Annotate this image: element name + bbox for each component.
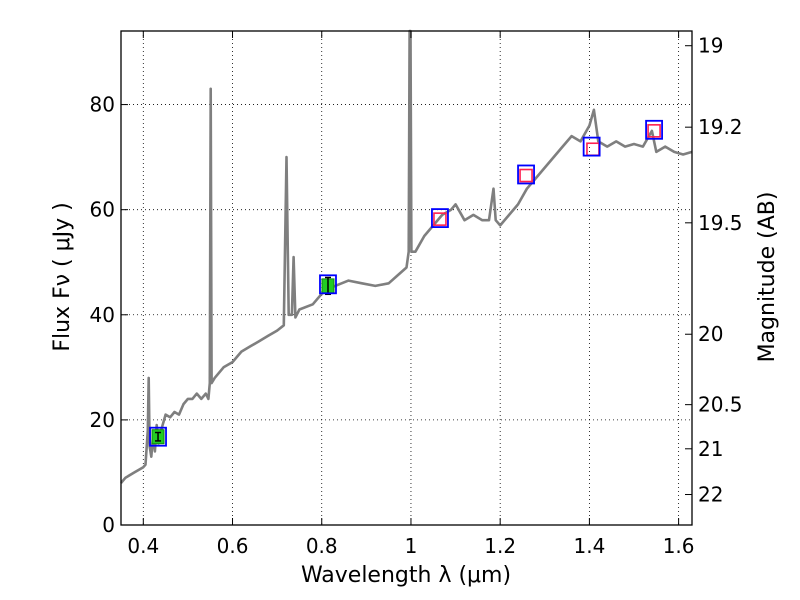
predicted-point	[519, 168, 533, 183]
x-tick-label: 0.4	[127, 534, 159, 558]
model-point	[582, 136, 601, 157]
spectrum-line	[120, 29, 693, 484]
right-tick-label: 20.5	[698, 393, 743, 417]
x-tick-label: 1.2	[484, 534, 516, 558]
right-tick-label: 22	[698, 483, 723, 507]
y-tick-label: 20	[90, 408, 115, 432]
plot-frame	[120, 30, 693, 526]
model-point	[431, 208, 449, 228]
right-tick-label: 20	[698, 322, 723, 346]
spectrum-series	[120, 29, 693, 484]
model-point	[645, 119, 663, 140]
right-tick-label: 19.2	[698, 115, 743, 139]
x-axis-title: Wavelength λ (μm)	[301, 563, 511, 588]
x-tick-label: 0.6	[217, 534, 249, 558]
model-point	[149, 426, 167, 447]
right-tick-label: 19.5	[698, 211, 743, 235]
model-point	[319, 274, 337, 295]
y-axis-title: Flux Fν ( μJy )	[50, 202, 75, 351]
right-axis-title: Magnitude (AB)	[755, 192, 780, 363]
photometry-points	[149, 119, 663, 447]
x-tick-label: 1.4	[573, 534, 605, 558]
grid-lines	[121, 31, 692, 526]
x-tick-label: 1	[405, 534, 418, 558]
predicted-point	[586, 142, 600, 157]
right-tick-label: 21	[698, 437, 723, 461]
y-tick-label: 80	[90, 93, 115, 117]
y-tick-label: 0	[102, 513, 115, 537]
x-tick-label: 1.6	[663, 534, 695, 558]
x-tick-label: 0.8	[306, 534, 338, 558]
axis-ticks: 0.4 0.6 0.8 1 1.2 1.4 1.6 0 20 40 60 80 19 19.2 19.5 20…	[90, 31, 743, 558]
y-tick-label: 60	[90, 198, 115, 222]
y-tick-label: 40	[90, 303, 115, 327]
right-tick-label: 19	[698, 34, 723, 58]
predicted-point	[433, 212, 447, 226]
predicted-point	[647, 124, 661, 138]
model-point	[517, 164, 535, 185]
